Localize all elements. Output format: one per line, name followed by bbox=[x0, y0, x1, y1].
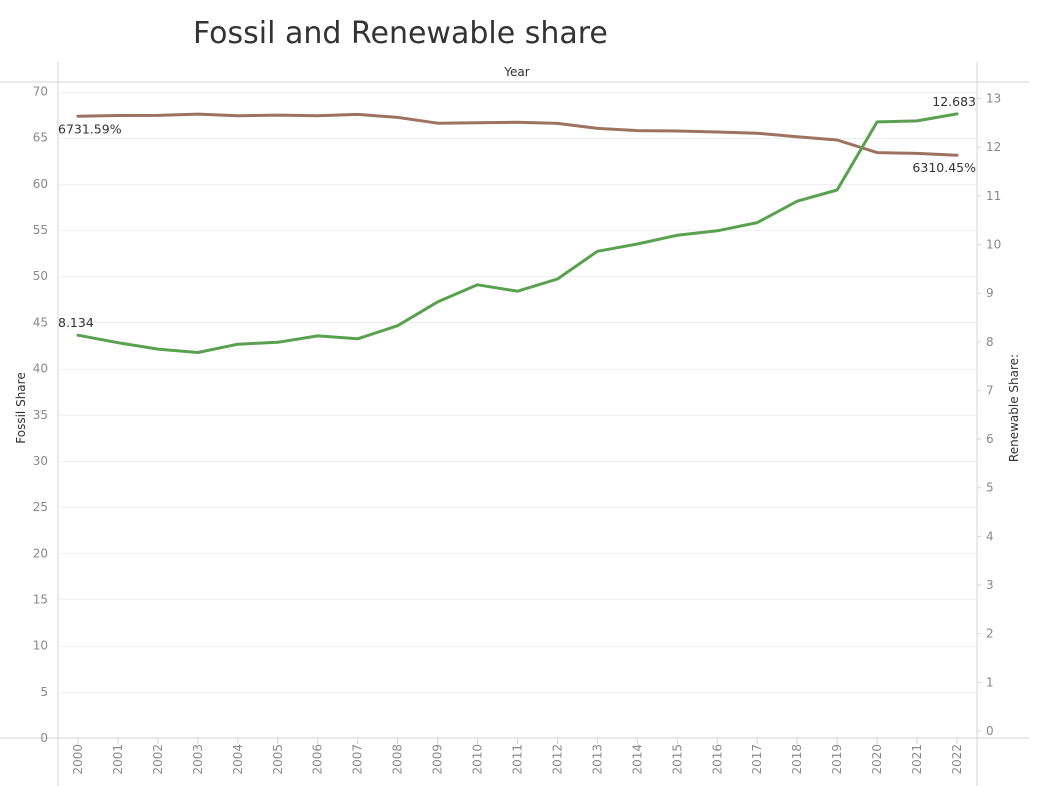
right-tick-label: 1 bbox=[986, 675, 994, 689]
series-layer: 6731.59% 6310.45% 8.134 12.683 bbox=[58, 94, 976, 354]
right-axis-label: Renewable Share: bbox=[1007, 354, 1021, 462]
left-tick-label: 55 bbox=[33, 223, 48, 237]
left-axis-label: Fossil Share bbox=[14, 372, 28, 443]
right-tick-label: 2 bbox=[986, 627, 994, 641]
left-tick-label: 10 bbox=[33, 639, 48, 653]
x-tick-label: 2004 bbox=[231, 744, 245, 775]
x-tick-label: 2016 bbox=[710, 744, 724, 775]
x-tick-label: 2019 bbox=[830, 744, 844, 775]
left-tick-label: 70 bbox=[33, 85, 48, 99]
x-tick-label: 2009 bbox=[431, 744, 445, 775]
right-tick-label: 4 bbox=[986, 529, 994, 543]
left-tick-label: 45 bbox=[33, 315, 48, 329]
x-tick-label: 2011 bbox=[511, 744, 525, 775]
left-tick-label: 35 bbox=[33, 408, 48, 422]
x-tick-label: 2018 bbox=[790, 744, 804, 775]
right-tick-label: 3 bbox=[986, 578, 994, 592]
x-tick-label: 2010 bbox=[471, 744, 485, 775]
x-tick-label: 2007 bbox=[351, 744, 365, 775]
x-tick-label: 2015 bbox=[670, 744, 684, 775]
right-tick-label: 6 bbox=[986, 432, 994, 446]
x-tick-label: 2012 bbox=[550, 744, 564, 775]
x-tick-label: 2006 bbox=[311, 744, 325, 775]
right-tick-label: 8 bbox=[986, 335, 994, 349]
left-tick-label: 65 bbox=[33, 131, 48, 145]
left-tick-label: 30 bbox=[33, 454, 48, 468]
left-tick-label: 20 bbox=[33, 546, 48, 560]
renewable-end-label: 12.683 bbox=[932, 94, 976, 109]
right-tick-label: 7 bbox=[986, 383, 994, 397]
renewable-share-line bbox=[76, 112, 959, 354]
x-tick-label: 2008 bbox=[391, 744, 405, 775]
x-tick-label: 2021 bbox=[910, 744, 924, 775]
fossil-start-label: 6731.59% bbox=[58, 121, 122, 136]
plot-frame bbox=[0, 62, 1029, 786]
left-tick-label: 50 bbox=[33, 269, 48, 283]
x-tick-label: 2017 bbox=[750, 744, 764, 775]
fossil-share-line bbox=[76, 112, 959, 157]
x-tick-label: 2001 bbox=[111, 744, 125, 775]
left-tick-label: 0 bbox=[40, 731, 48, 745]
x-tick-label: 2014 bbox=[630, 744, 644, 775]
gridlines bbox=[58, 92, 977, 693]
left-tick-label: 40 bbox=[33, 362, 48, 376]
left-tick-label: 5 bbox=[40, 685, 48, 699]
x-tick-label: 2000 bbox=[71, 744, 85, 775]
x-tick-label: 2003 bbox=[191, 744, 205, 775]
left-tick-label: 15 bbox=[33, 592, 48, 606]
x-tick-label: 2002 bbox=[151, 744, 165, 775]
x-tick-label: 2013 bbox=[590, 744, 604, 775]
right-tick-label: 12 bbox=[986, 140, 1001, 154]
right-tick-label: 10 bbox=[986, 237, 1001, 251]
left-axis-ticks: 0 5 10 15 20 25 30 35 40 45 50 55 60 65 70 bbox=[33, 85, 48, 746]
right-tick-label: 11 bbox=[986, 189, 1001, 203]
renewable-start-label: 8.134 bbox=[58, 315, 94, 330]
right-tick-label: 5 bbox=[986, 481, 994, 495]
x-axis-ticks: 2000 2001 2002 2003 2004 2005 2006 2007 2008 2009… bbox=[71, 738, 964, 775]
x-tick-label: 2005 bbox=[271, 744, 285, 775]
right-tick-label: 13 bbox=[986, 92, 1001, 106]
chart-title: Fossil and Renewable share bbox=[193, 16, 608, 51]
column-header: Year bbox=[503, 65, 529, 79]
left-tick-label: 25 bbox=[33, 500, 48, 514]
fossil-end-label: 6310.45% bbox=[912, 160, 976, 175]
left-tick-label: 60 bbox=[33, 177, 48, 191]
x-tick-label: 2020 bbox=[870, 744, 884, 775]
x-tick-label: 2022 bbox=[950, 744, 964, 775]
right-tick-label: 9 bbox=[986, 286, 994, 300]
right-tick-label: 0 bbox=[986, 724, 994, 738]
